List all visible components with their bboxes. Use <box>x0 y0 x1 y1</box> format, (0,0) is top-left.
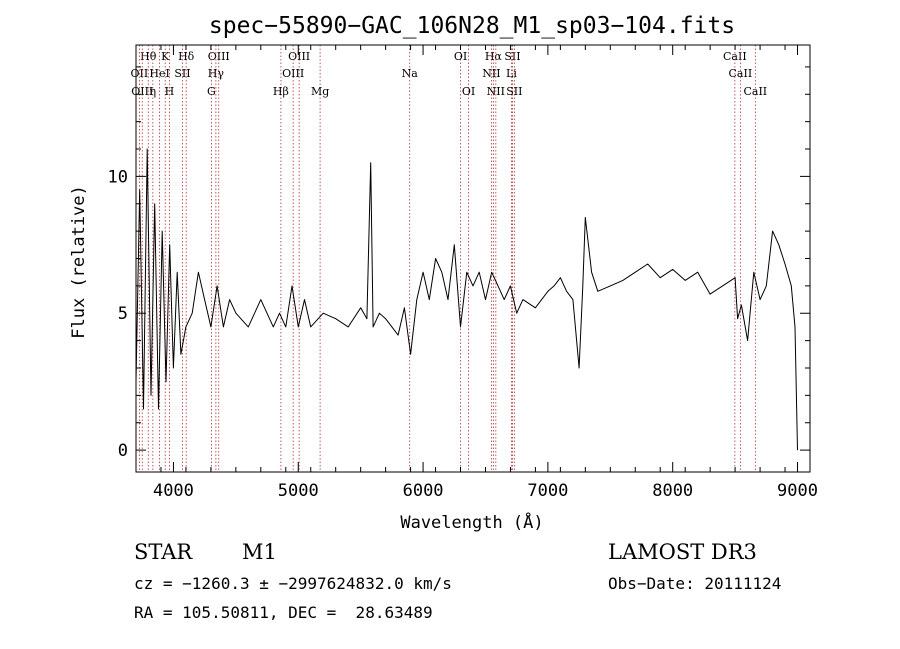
line-label: H <box>165 85 175 98</box>
line-label: CaII <box>743 85 767 98</box>
x-tick-label: 9000 <box>777 481 818 501</box>
chart-title: spec−55890−GAC_106N28_M1_sp03−104.fits <box>209 13 735 39</box>
plot-frame <box>136 45 810 472</box>
line-label: Hβ <box>273 85 289 98</box>
line-label: Na <box>402 67 419 80</box>
line-label: Hδ <box>178 50 195 63</box>
sky-coordinates: RA = 105.50811, DEC = 28.63489 <box>134 603 433 622</box>
x-tick-label: 7000 <box>527 481 568 501</box>
object-type: STAR <box>134 540 192 564</box>
x-tick-label: 4000 <box>153 481 194 501</box>
line-label: OII <box>131 67 149 80</box>
line-label: SII <box>506 85 522 98</box>
line-label: NII <box>482 67 500 80</box>
x-axis-label: Wavelength (Å) <box>400 511 543 533</box>
redshift-velocity: cz = −1260.3 ± −2997624832.0 km/s <box>134 574 452 593</box>
line-label: Mg <box>311 85 329 98</box>
axis-ticks: 4000 5000 6000 7000 8000 9000 0 5 10 <box>108 45 818 501</box>
line-label: Li <box>506 67 517 80</box>
line-label: K <box>161 50 170 63</box>
x-tick-label: 5000 <box>278 481 319 501</box>
x-tick-label: 8000 <box>652 481 693 501</box>
line-label: CaII <box>729 67 753 80</box>
spectrum-series <box>136 149 798 450</box>
observation-date: Obs−Date: 20111124 <box>608 574 781 593</box>
line-label: HeI <box>149 67 169 80</box>
line-label: Hγ <box>208 67 225 80</box>
line-label: OIII <box>282 67 304 80</box>
line-label: CaII <box>723 50 747 63</box>
y-tick-label: 0 <box>118 441 128 461</box>
object-subclass: M1 <box>242 540 277 564</box>
y-axis-label: Flux (relative) <box>69 185 89 339</box>
y-tick-label: 10 <box>108 167 128 187</box>
x-tick-label: 6000 <box>403 481 444 501</box>
line-label: NII <box>487 85 505 98</box>
line-label: Hα <box>485 50 503 63</box>
line-label: OIII <box>288 50 310 63</box>
line-label: SII <box>504 50 520 63</box>
line-label: G <box>207 85 216 98</box>
line-label: η <box>150 85 157 98</box>
survey-name: LAMOST DR3 <box>608 540 757 564</box>
line-label: SII <box>174 67 190 80</box>
line-label: OI <box>462 85 475 98</box>
line-label: OI <box>454 50 467 63</box>
y-tick-label: 5 <box>118 304 128 324</box>
spectrum-line <box>136 149 798 450</box>
